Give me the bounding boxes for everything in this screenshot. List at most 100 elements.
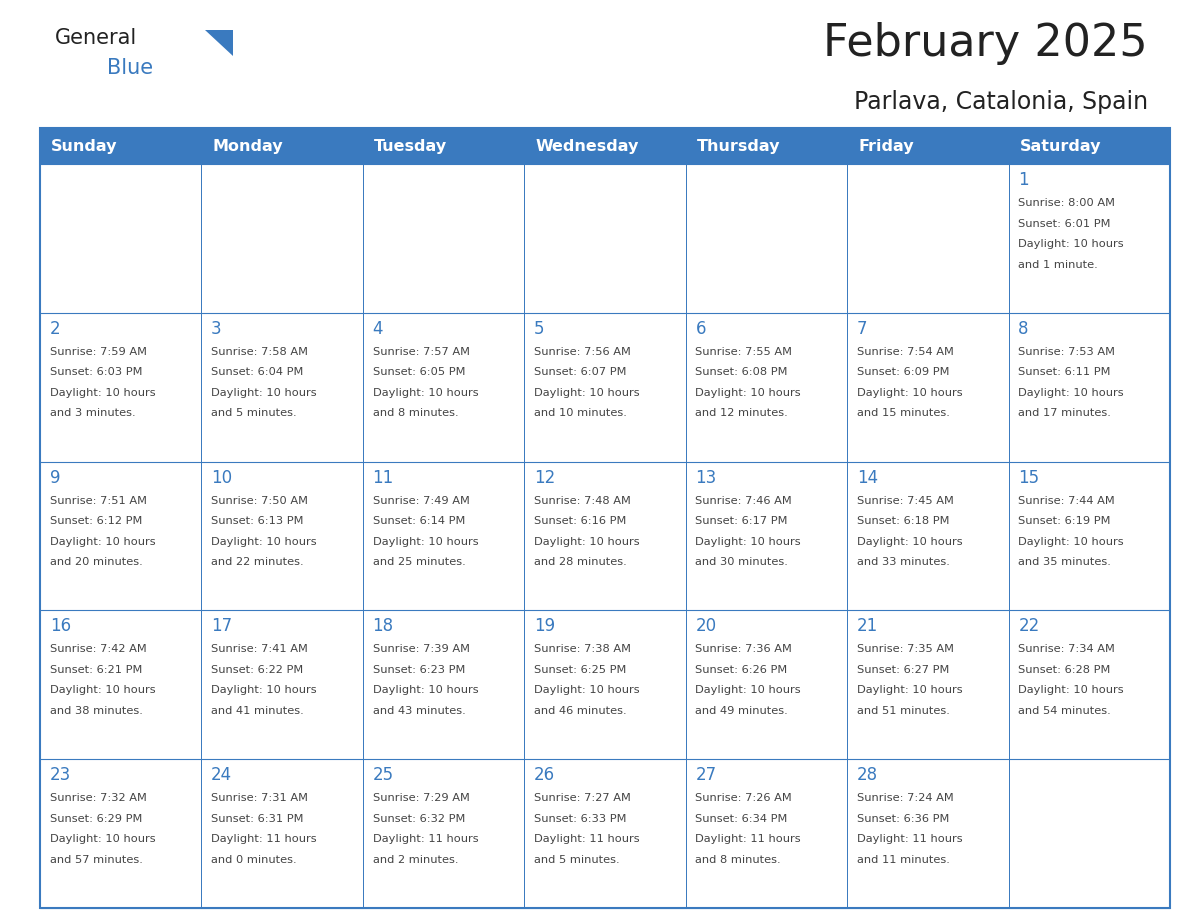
- Text: and 41 minutes.: and 41 minutes.: [211, 706, 304, 716]
- Text: Sunset: 6:22 PM: Sunset: 6:22 PM: [211, 665, 303, 675]
- Text: Daylight: 10 hours: Daylight: 10 hours: [533, 387, 639, 397]
- Text: Sunrise: 7:26 AM: Sunrise: 7:26 AM: [695, 793, 792, 803]
- Text: Daylight: 10 hours: Daylight: 10 hours: [50, 537, 156, 546]
- Bar: [40, 128, 202, 164]
- Text: Daylight: 10 hours: Daylight: 10 hours: [857, 537, 962, 546]
- Bar: [524, 610, 685, 759]
- Text: Daylight: 10 hours: Daylight: 10 hours: [695, 537, 801, 546]
- Text: Daylight: 10 hours: Daylight: 10 hours: [373, 537, 478, 546]
- Text: Sunset: 6:32 PM: Sunset: 6:32 PM: [373, 813, 465, 823]
- Bar: [1009, 610, 1170, 759]
- Text: Sunrise: 8:00 AM: Sunrise: 8:00 AM: [1018, 198, 1116, 208]
- Text: and 12 minutes.: and 12 minutes.: [695, 409, 788, 419]
- Bar: [202, 313, 362, 462]
- Text: Daylight: 10 hours: Daylight: 10 hours: [533, 537, 639, 546]
- Text: Sunset: 6:21 PM: Sunset: 6:21 PM: [50, 665, 143, 675]
- Text: 12: 12: [533, 468, 555, 487]
- Text: Sunset: 6:01 PM: Sunset: 6:01 PM: [1018, 218, 1111, 229]
- Text: Daylight: 10 hours: Daylight: 10 hours: [1018, 387, 1124, 397]
- Text: Sunrise: 7:35 AM: Sunrise: 7:35 AM: [857, 644, 954, 655]
- Text: Sunset: 6:26 PM: Sunset: 6:26 PM: [695, 665, 788, 675]
- Text: Daylight: 10 hours: Daylight: 10 hours: [50, 387, 156, 397]
- Text: Sunset: 6:08 PM: Sunset: 6:08 PM: [695, 367, 788, 377]
- Text: Thursday: Thursday: [697, 139, 781, 153]
- Bar: [40, 313, 202, 462]
- Text: Daylight: 10 hours: Daylight: 10 hours: [211, 537, 317, 546]
- Bar: [524, 759, 685, 908]
- Text: Daylight: 10 hours: Daylight: 10 hours: [373, 686, 478, 696]
- Text: 21: 21: [857, 618, 878, 635]
- Bar: [362, 164, 524, 313]
- Text: and 35 minutes.: and 35 minutes.: [1018, 557, 1111, 567]
- Bar: [524, 462, 685, 610]
- Text: and 33 minutes.: and 33 minutes.: [857, 557, 949, 567]
- Bar: [362, 610, 524, 759]
- Text: Sunset: 6:11 PM: Sunset: 6:11 PM: [1018, 367, 1111, 377]
- Text: Sunrise: 7:27 AM: Sunrise: 7:27 AM: [533, 793, 631, 803]
- Bar: [1009, 759, 1170, 908]
- Text: Daylight: 10 hours: Daylight: 10 hours: [695, 686, 801, 696]
- Text: Sunrise: 7:34 AM: Sunrise: 7:34 AM: [1018, 644, 1116, 655]
- Text: Daylight: 10 hours: Daylight: 10 hours: [50, 686, 156, 696]
- Text: 2: 2: [50, 319, 61, 338]
- Text: and 3 minutes.: and 3 minutes.: [50, 409, 135, 419]
- Bar: [847, 313, 1009, 462]
- Text: 27: 27: [695, 767, 716, 784]
- Bar: [1009, 164, 1170, 313]
- Text: Monday: Monday: [213, 139, 284, 153]
- Text: Daylight: 11 hours: Daylight: 11 hours: [857, 834, 962, 845]
- Text: Sunset: 6:27 PM: Sunset: 6:27 PM: [857, 665, 949, 675]
- Text: Daylight: 10 hours: Daylight: 10 hours: [533, 686, 639, 696]
- Bar: [685, 462, 847, 610]
- Bar: [202, 462, 362, 610]
- Text: and 54 minutes.: and 54 minutes.: [1018, 706, 1111, 716]
- Text: Sunrise: 7:51 AM: Sunrise: 7:51 AM: [50, 496, 146, 506]
- Bar: [40, 759, 202, 908]
- Bar: [847, 759, 1009, 908]
- Text: and 25 minutes.: and 25 minutes.: [373, 557, 466, 567]
- Text: Sunrise: 7:39 AM: Sunrise: 7:39 AM: [373, 644, 469, 655]
- Text: 18: 18: [373, 618, 393, 635]
- Text: 9: 9: [50, 468, 61, 487]
- Text: Daylight: 10 hours: Daylight: 10 hours: [1018, 239, 1124, 249]
- Bar: [40, 164, 202, 313]
- Text: Parlava, Catalonia, Spain: Parlava, Catalonia, Spain: [854, 90, 1148, 114]
- Text: and 0 minutes.: and 0 minutes.: [211, 855, 297, 865]
- Text: Sunrise: 7:36 AM: Sunrise: 7:36 AM: [695, 644, 792, 655]
- Text: 1: 1: [1018, 171, 1029, 189]
- Text: Sunset: 6:13 PM: Sunset: 6:13 PM: [211, 516, 304, 526]
- Text: Sunset: 6:18 PM: Sunset: 6:18 PM: [857, 516, 949, 526]
- Text: Sunrise: 7:59 AM: Sunrise: 7:59 AM: [50, 347, 146, 357]
- Bar: [1009, 462, 1170, 610]
- Bar: [362, 128, 524, 164]
- Bar: [202, 164, 362, 313]
- Text: 8: 8: [1018, 319, 1029, 338]
- Text: and 1 minute.: and 1 minute.: [1018, 260, 1098, 270]
- Text: 20: 20: [695, 618, 716, 635]
- Text: Daylight: 10 hours: Daylight: 10 hours: [857, 387, 962, 397]
- Bar: [847, 610, 1009, 759]
- Text: Sunrise: 7:57 AM: Sunrise: 7:57 AM: [373, 347, 469, 357]
- Text: Sunrise: 7:45 AM: Sunrise: 7:45 AM: [857, 496, 954, 506]
- Text: 4: 4: [373, 319, 383, 338]
- Text: Sunrise: 7:32 AM: Sunrise: 7:32 AM: [50, 793, 146, 803]
- Text: Sunset: 6:25 PM: Sunset: 6:25 PM: [533, 665, 626, 675]
- Text: Sunset: 6:09 PM: Sunset: 6:09 PM: [857, 367, 949, 377]
- Text: Daylight: 11 hours: Daylight: 11 hours: [695, 834, 801, 845]
- Text: Daylight: 10 hours: Daylight: 10 hours: [1018, 537, 1124, 546]
- Text: 23: 23: [50, 767, 71, 784]
- Text: Daylight: 10 hours: Daylight: 10 hours: [695, 387, 801, 397]
- Text: 10: 10: [211, 468, 232, 487]
- Text: Daylight: 10 hours: Daylight: 10 hours: [211, 686, 317, 696]
- Bar: [685, 164, 847, 313]
- Text: and 15 minutes.: and 15 minutes.: [857, 409, 949, 419]
- Text: Sunset: 6:36 PM: Sunset: 6:36 PM: [857, 813, 949, 823]
- Text: Tuesday: Tuesday: [374, 139, 448, 153]
- Text: General: General: [55, 28, 138, 48]
- Text: 26: 26: [533, 767, 555, 784]
- Bar: [362, 759, 524, 908]
- Text: Daylight: 11 hours: Daylight: 11 hours: [533, 834, 639, 845]
- Text: 11: 11: [373, 468, 393, 487]
- Text: 25: 25: [373, 767, 393, 784]
- Text: Sunset: 6:23 PM: Sunset: 6:23 PM: [373, 665, 465, 675]
